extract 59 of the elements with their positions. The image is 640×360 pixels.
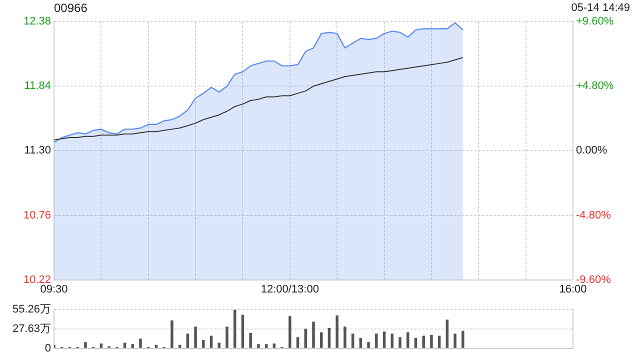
bar	[288, 316, 292, 348]
y2-tick-label: -9.60%	[576, 274, 612, 286]
bar	[422, 336, 425, 348]
bar	[430, 335, 433, 348]
x-tick-label: 09:30	[40, 283, 68, 296]
bar	[336, 315, 338, 348]
bar	[139, 338, 142, 348]
bar	[367, 342, 370, 348]
bar	[178, 344, 182, 348]
bar	[241, 314, 244, 348]
y-tick-label: 12.38	[23, 16, 51, 28]
y-tick-label: 11.84	[24, 80, 51, 92]
y-tick-label: 11.30	[24, 144, 51, 157]
bar	[264, 344, 268, 348]
y-tick-label: 55.26万	[12, 304, 51, 316]
bar	[257, 344, 260, 348]
y-tick-label: 10.76	[23, 209, 51, 222]
bar	[351, 334, 354, 348]
bar	[462, 330, 464, 348]
bar	[328, 328, 331, 348]
chart-title: 00966	[54, 1, 88, 15]
bar	[375, 334, 378, 348]
bar	[344, 326, 346, 348]
bar	[359, 338, 362, 348]
bar	[202, 340, 205, 348]
bar	[382, 332, 386, 348]
bar	[304, 328, 308, 348]
bar	[312, 322, 315, 348]
bar	[446, 320, 449, 348]
bar	[398, 337, 402, 348]
bar	[272, 343, 276, 348]
bar	[454, 334, 456, 348]
y-tick-label: 27.63万	[12, 323, 51, 336]
y-tick-label: 0	[44, 342, 51, 354]
bar	[84, 342, 87, 348]
bar	[438, 336, 441, 348]
bar	[100, 343, 103, 348]
y-tick-label: 10.22	[23, 274, 51, 286]
bar	[186, 334, 190, 348]
x-tick-label: 12:00/13:00	[260, 283, 319, 296]
bar	[414, 338, 418, 348]
bar	[233, 310, 236, 348]
bar	[249, 332, 252, 348]
bar	[226, 326, 228, 348]
y2-tick-label: -4.80%	[576, 209, 612, 222]
bar	[210, 336, 213, 348]
bar	[296, 337, 300, 348]
bar	[390, 334, 394, 348]
y2-tick-label: +4.80%	[576, 80, 614, 92]
y2-tick-label: 0.00%	[576, 144, 608, 157]
text: 05-14 14:49	[571, 2, 630, 14]
bar	[406, 332, 410, 348]
bar	[131, 344, 134, 348]
bar	[154, 344, 158, 348]
y2-tick-label: +9.60%	[576, 16, 614, 28]
bar	[320, 332, 323, 348]
bar	[170, 320, 174, 348]
x-tick-label: 16:00	[559, 283, 587, 296]
bar	[194, 326, 197, 348]
